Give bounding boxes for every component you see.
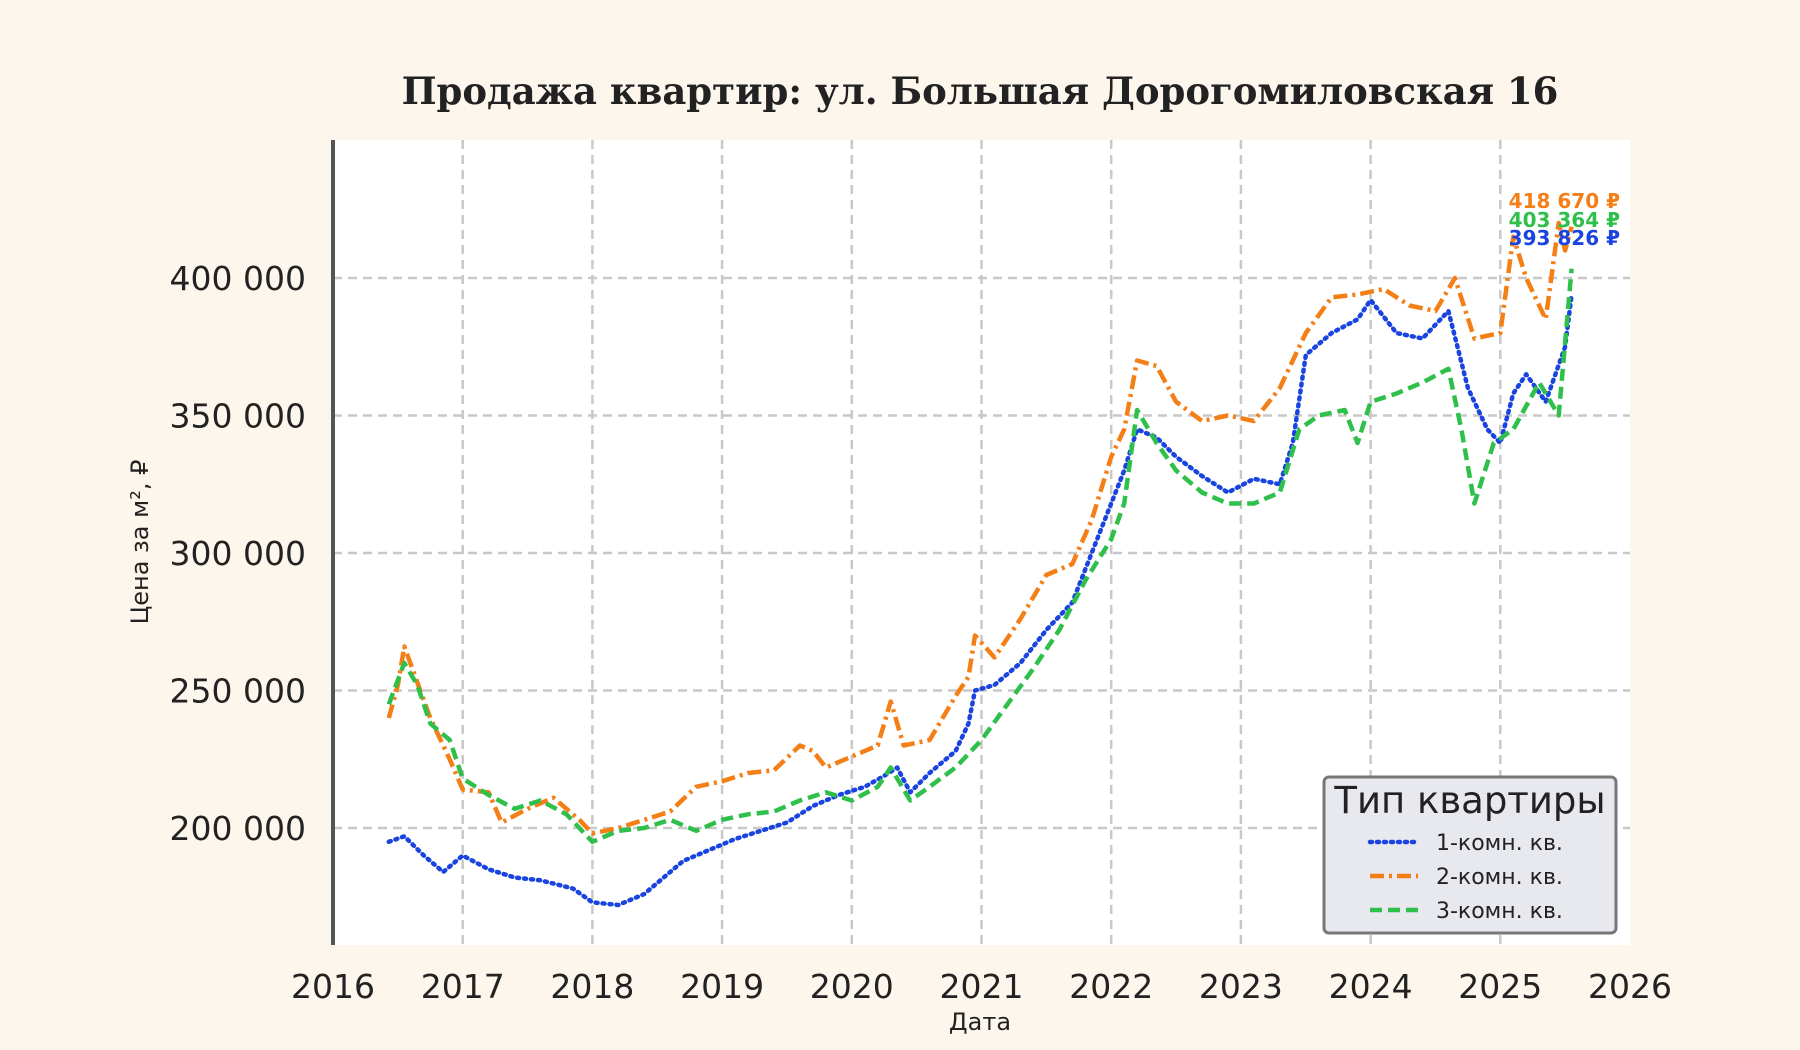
y-tick-label: 350 000 [170,397,306,436]
end-label-2: 418 670 ₽ [1509,189,1620,213]
y-tick-label: 250 000 [170,672,306,711]
series-line-3 [386,268,1574,845]
x-tick-label: 2019 [680,967,764,1006]
y-tick-label: 200 000 [170,809,306,848]
x-tick-label: 2025 [1458,967,1542,1006]
x-tick-label: 2020 [810,967,894,1006]
legend-items: 1-комн. кв. 2-комн. кв. 3-комн. кв. [1367,831,1563,924]
legend: Тип квартиры 1-комн. кв. 2-комн. кв. 3-ком… [1322,775,1618,935]
x-tick-label: 2016 [291,967,375,1006]
x-tick-label: 2026 [1588,967,1672,1006]
legend-label-1: 1-комн. кв. [1436,831,1563,856]
x-tick-label: 2017 [421,967,505,1006]
y-tick-label: 300 000 [170,534,306,573]
chart-title: Продажа квартир: ул. Большая Дорогомилов… [402,69,1559,113]
series-layer [386,220,1574,908]
x-tick-label: 2022 [1069,967,1153,1006]
legend-label-2: 2-комн. кв. [1436,865,1563,890]
end-label-3: 403 364 ₽ [1509,208,1620,232]
y-tick-label: 400 000 [170,259,306,298]
end-labels: 393 826 ₽ 418 670 ₽403 364 ₽ [1509,189,1620,250]
y-axis-label: Цена за м², ₽ [126,460,154,625]
legend-title: Тип квартиры [1333,779,1605,822]
legend-label-3: 3-комн. кв. [1436,899,1563,924]
x-tick-label: 2018 [550,967,634,1006]
series-line-1 [386,292,1574,908]
x-tick-label: 2023 [1199,967,1283,1006]
legend-box [1322,775,1618,935]
x-tick-label: 2024 [1329,967,1413,1006]
series-line-2 [386,220,1574,836]
axes: 2016 2017 2018 2019 2020 2021 2022 2023 2024 2025… [170,140,1672,1006]
x-tick-label: 2021 [940,967,1024,1006]
end-label-1: 393 826 ₽ [1509,226,1620,250]
x-axis-label: Дата [949,1008,1011,1036]
